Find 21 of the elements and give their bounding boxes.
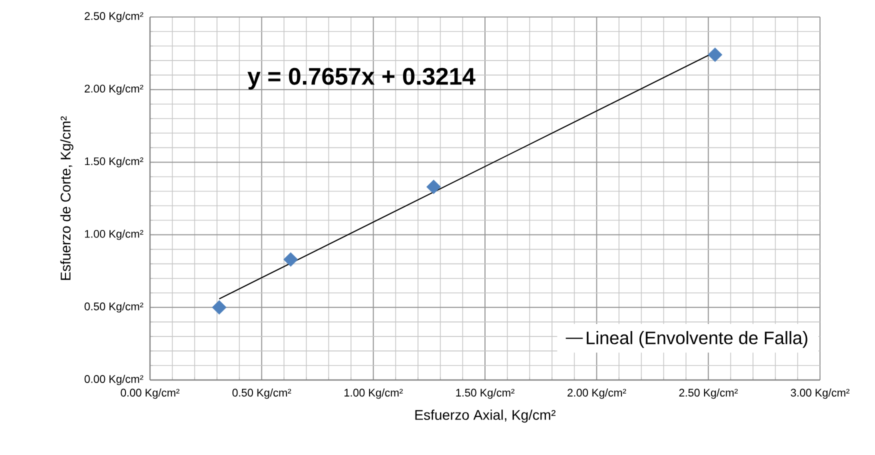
x-tick-label: 2.50 Kg/cm² <box>679 388 738 399</box>
x-tick-label: 1.00 Kg/cm² <box>344 388 403 399</box>
y-tick-label: 2.00 Kg/cm² <box>84 84 144 95</box>
point <box>426 180 441 194</box>
y-tick-label: 0.00 Kg/cm² <box>84 374 144 386</box>
y-tick-label: 1.00 Kg/cm² <box>85 230 144 240</box>
x-tick-label: 2.00 Kg/cm² <box>568 388 626 399</box>
x-tick-label: 0.00 Kg/cm² <box>120 388 180 399</box>
y-tick-label: 2.50 Kg/cm² <box>84 12 144 22</box>
annotation: y = 0.7657x + 0.3214 <box>248 68 476 90</box>
y-tick-label: 0.50 Kg/cm² <box>84 302 144 313</box>
x-tick-label: 0.50 Kg/cm² <box>232 388 292 399</box>
x-tick-label: 1.50 Kg/cm² <box>456 388 514 399</box>
point <box>708 48 722 62</box>
y-tick-label: 1.50 Kg/cm² <box>85 157 144 168</box>
legend-label: Lineal (Envolvente de Falla) <box>586 331 808 348</box>
x-axis-title: Esfuerzo Axial, Kg/cm² <box>415 410 556 423</box>
x-tick-label: 3.00 Kg/cm² <box>790 388 850 399</box>
point <box>283 252 298 267</box>
point <box>212 300 227 315</box>
y-axis-title: Esfuerzo de Corte, Kg/cm² <box>60 116 74 280</box>
